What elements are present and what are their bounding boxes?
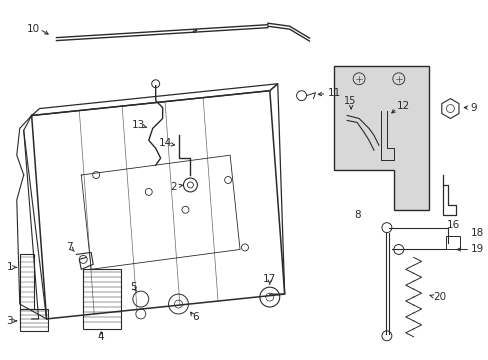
Text: 1: 1 <box>6 262 13 272</box>
Text: 6: 6 <box>192 312 199 322</box>
Text: 19: 19 <box>470 244 484 255</box>
Text: 17: 17 <box>263 274 276 284</box>
Bar <box>20 309 47 331</box>
Text: 10: 10 <box>27 24 40 34</box>
Text: 9: 9 <box>469 103 476 113</box>
Text: 7: 7 <box>66 243 73 252</box>
Text: 5: 5 <box>130 282 137 292</box>
Text: 8: 8 <box>353 210 360 220</box>
Polygon shape <box>334 66 427 210</box>
Text: 4: 4 <box>98 332 104 342</box>
Text: 15: 15 <box>344 96 356 105</box>
Text: 16: 16 <box>446 220 459 230</box>
Text: 18: 18 <box>470 228 484 238</box>
Text: 14: 14 <box>159 138 172 148</box>
Text: 13: 13 <box>132 121 145 130</box>
Text: 3: 3 <box>6 316 13 326</box>
Bar <box>446 235 459 249</box>
Text: 2: 2 <box>170 182 177 192</box>
Text: 20: 20 <box>433 292 446 302</box>
Text: 11: 11 <box>326 88 340 98</box>
Text: 12: 12 <box>396 100 409 111</box>
Bar <box>20 255 34 309</box>
Bar <box>83 269 121 329</box>
